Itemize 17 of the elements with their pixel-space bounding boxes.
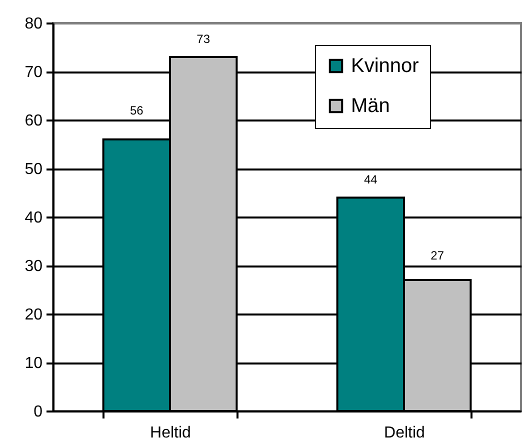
y-tick-label: 50: [24, 161, 43, 178]
y-tick-label: 0: [34, 404, 43, 420]
y-tick-label: 10: [24, 355, 43, 372]
x-tick-label: Heltid: [150, 424, 191, 442]
y-tick-label: 40: [24, 210, 43, 226]
y-tick-label: 20: [24, 306, 43, 324]
y-tick-label: 80: [24, 16, 43, 32]
legend-label: Kvinnor: [351, 55, 420, 77]
y-tick-label: 70: [24, 64, 43, 81]
data-label: 27: [430, 248, 444, 263]
data-label: 73: [196, 32, 210, 46]
y-tick-label: 60: [24, 112, 43, 130]
data-label: 56: [130, 103, 144, 118]
y-tick-label: 30: [24, 258, 43, 275]
legend-label: Män: [351, 95, 390, 117]
x-tick-label: Deltid: [384, 424, 425, 442]
data-label: 44: [364, 172, 378, 187]
